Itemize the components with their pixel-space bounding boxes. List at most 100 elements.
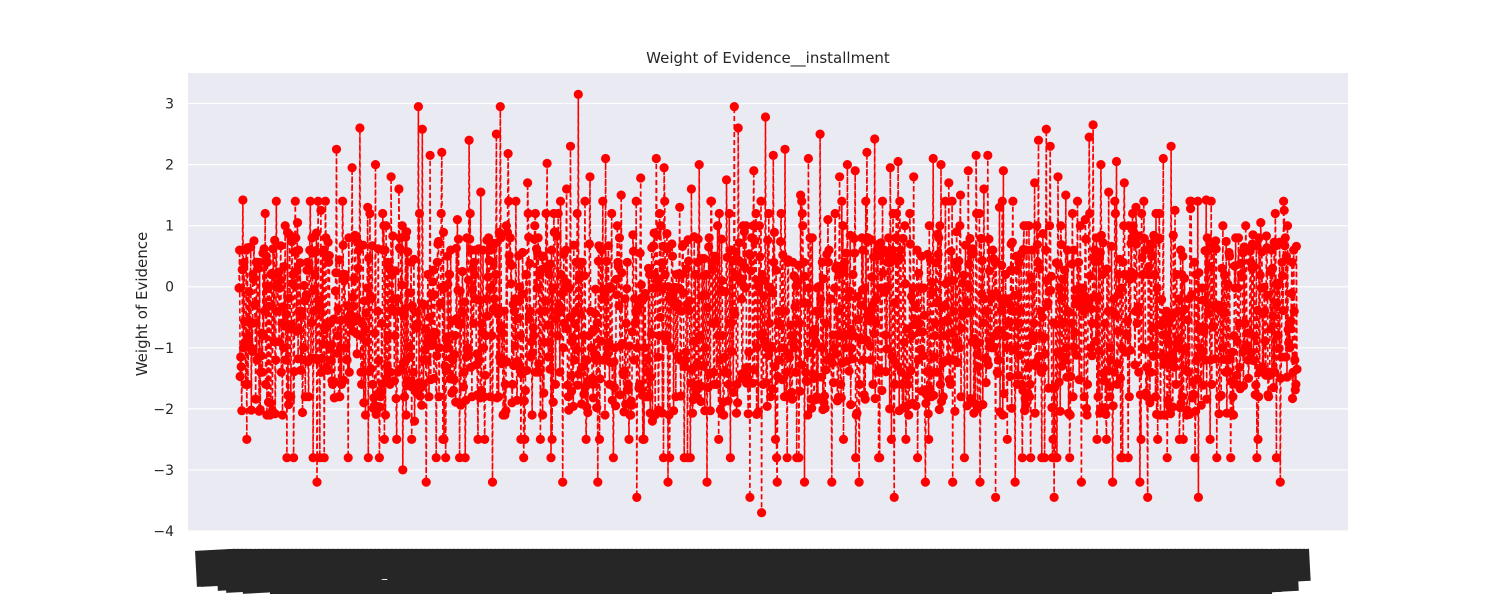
data-point — [1030, 178, 1040, 188]
data-point — [1096, 230, 1106, 240]
data-point — [882, 344, 892, 354]
data-point — [764, 318, 775, 328]
data-point — [485, 283, 495, 293]
data-point — [1228, 410, 1239, 420]
data-point — [602, 256, 612, 266]
data-point — [406, 288, 416, 298]
data-point — [1007, 403, 1017, 413]
data-point — [954, 256, 964, 266]
data-point — [558, 477, 568, 487]
data-point — [1023, 362, 1034, 372]
data-point — [855, 379, 865, 389]
data-point — [1249, 262, 1259, 272]
data-point — [463, 275, 474, 285]
data-point — [927, 277, 937, 288]
data-point — [770, 434, 781, 444]
data-point — [760, 276, 770, 286]
data-point — [1252, 453, 1262, 463]
data-point — [370, 160, 381, 170]
data-point — [749, 166, 759, 176]
data-point — [1082, 379, 1093, 389]
data-point — [611, 274, 621, 284]
data-point — [940, 196, 951, 206]
data-point — [270, 409, 280, 419]
data-point — [807, 403, 817, 413]
data-point — [499, 306, 509, 316]
data-point — [1285, 323, 1295, 333]
data-point — [568, 401, 578, 411]
data-point — [296, 365, 306, 375]
data-point — [644, 392, 654, 402]
data-point — [978, 400, 988, 410]
data-point — [1058, 274, 1068, 284]
data-point — [686, 378, 696, 388]
data-point — [561, 245, 571, 255]
data-point — [1287, 257, 1297, 267]
y-tick-label: −1 — [153, 341, 174, 357]
data-point — [428, 277, 438, 287]
data-point — [495, 102, 505, 112]
data-point — [652, 275, 663, 285]
data-point — [953, 357, 963, 368]
data-point — [1255, 270, 1265, 280]
data-point — [870, 134, 880, 144]
data-point — [777, 375, 787, 385]
data-point — [1240, 318, 1250, 328]
data-point — [627, 400, 637, 410]
data-point — [679, 288, 689, 298]
data-point — [1035, 264, 1045, 274]
data-point — [1055, 283, 1065, 293]
data-point — [443, 343, 454, 353]
data-point — [1060, 355, 1070, 365]
data-point — [930, 318, 941, 328]
data-point — [292, 218, 303, 228]
data-point — [275, 275, 285, 285]
data-point — [1273, 331, 1283, 341]
data-point — [999, 389, 1009, 399]
data-point — [1132, 318, 1142, 328]
data-point — [1189, 257, 1200, 267]
data-point — [818, 274, 829, 284]
data-point — [669, 406, 679, 416]
data-point — [403, 247, 413, 257]
data-point — [1282, 221, 1293, 231]
data-point — [1061, 343, 1071, 353]
data-point — [928, 287, 938, 297]
data-point — [473, 434, 483, 444]
data-point — [998, 166, 1009, 176]
y-tick-label: 2 — [165, 158, 174, 174]
data-point — [504, 251, 514, 261]
data-point — [1253, 434, 1263, 444]
data-point — [763, 351, 773, 361]
data-point — [501, 406, 511, 416]
data-point — [769, 227, 780, 237]
data-point — [1266, 324, 1276, 334]
data-point — [752, 342, 762, 352]
data-point — [816, 372, 826, 382]
data-point — [577, 257, 587, 267]
data-point — [1078, 283, 1088, 293]
data-point — [931, 258, 941, 268]
data-point — [1032, 221, 1042, 231]
data-point — [243, 379, 253, 389]
data-point — [375, 402, 385, 412]
data-point — [706, 196, 717, 206]
data-point — [1270, 208, 1280, 219]
data-point — [489, 294, 499, 304]
data-point — [1028, 335, 1039, 346]
data-point — [860, 394, 870, 404]
data-point — [793, 277, 803, 287]
data-point — [667, 251, 678, 261]
data-point — [1081, 403, 1091, 413]
data-point — [510, 341, 520, 351]
data-point — [1069, 342, 1079, 352]
data-point — [478, 245, 488, 255]
data-point — [441, 332, 451, 342]
data-point — [1193, 492, 1203, 502]
data-point — [1274, 343, 1284, 353]
data-point — [803, 410, 813, 420]
data-point — [318, 339, 328, 349]
data-point — [799, 257, 809, 267]
data-point — [1064, 307, 1074, 317]
data-point — [1191, 406, 1201, 416]
